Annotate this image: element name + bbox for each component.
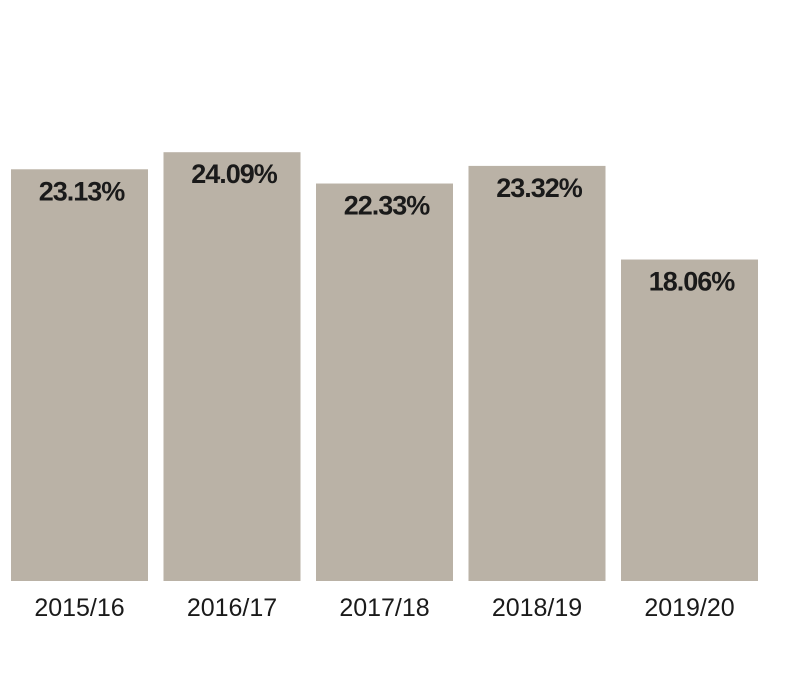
- data-label-2018-19: 23.32%: [496, 173, 583, 203]
- x-tick-label-2016-17: 2016/17: [187, 594, 277, 622]
- bar-2015-16: [11, 169, 148, 581]
- data-label-2016-17: 24.09%: [191, 159, 278, 189]
- bars-group: [11, 152, 758, 582]
- bar-2017-18: [316, 183, 453, 581]
- x-tick-labels-group: 2015/16 2016/17 2017/18 2018/19 2019/20: [34, 594, 734, 622]
- bar-2016-17: [163, 152, 301, 581]
- x-tick-label-2015-16: 2015/16: [34, 594, 124, 622]
- data-label-2017-18: 22.33%: [344, 191, 431, 221]
- bar-2019-20: [621, 259, 758, 581]
- data-label-2019-20: 18.06%: [649, 267, 736, 297]
- x-tick-label-2019-20: 2019/20: [644, 594, 734, 622]
- value-labels-group: 23.13% 24.09% 22.33% 23.32% 18.06%: [39, 159, 737, 297]
- data-label-2015-16: 23.13%: [39, 176, 126, 206]
- x-tick-label-2018-19: 2018/19: [492, 594, 582, 622]
- bar-2018-19: [468, 165, 606, 582]
- x-tick-label-2017-18: 2017/18: [339, 594, 429, 622]
